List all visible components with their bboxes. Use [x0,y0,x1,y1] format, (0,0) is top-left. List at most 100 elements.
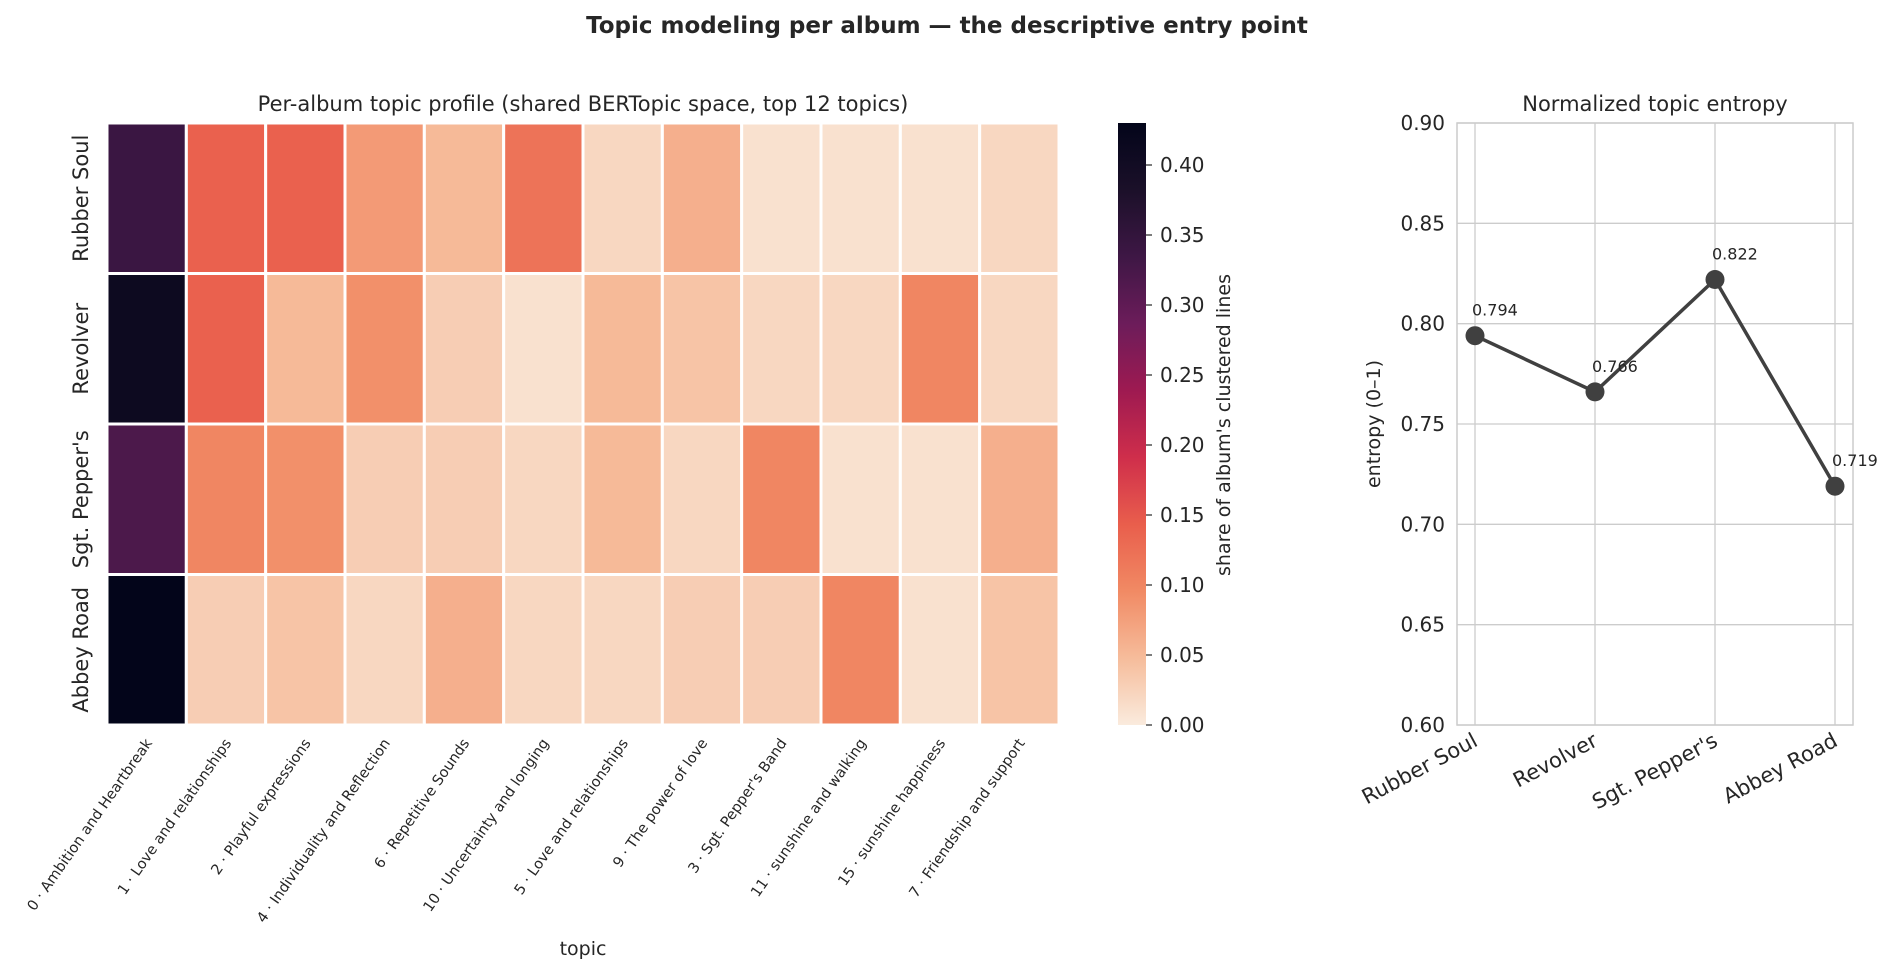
heatmap-cell [898,422,982,576]
heatmap-cell [660,121,744,275]
heatmap-cell [660,573,744,727]
entropy-y-tick-label: 0.60 [1400,713,1445,737]
heatmap-cell [264,573,347,727]
entropy-data-labels: 0.794 0.766 0.822 0.719 [1472,245,1878,471]
heatmap-x-axis-label: topic [560,938,607,960]
colorbar-tick-label: 0.20 [1160,433,1205,457]
entropy-y-axis-label: entropy (0–1) [1363,360,1385,488]
heatmap-cell [898,272,982,426]
heatmap-title: Per-album topic profile (shared BERTopic… [258,92,909,116]
heatmap-cell [978,121,1061,275]
entropy-title: Normalized topic entropy [1522,92,1787,116]
entropy-y-tick-label: 0.90 [1400,111,1445,135]
heatmap-row-label: Rubber Soul [69,135,93,262]
entropy-series-line [1474,276,1837,488]
heatmap-cell [978,422,1061,576]
heatmap-cell [264,422,347,576]
heatmap-row-labels: Rubber Soul Revolver Sgt. Pepper's Abbey Ro… [69,135,93,713]
heatmap-cell [740,422,823,576]
heatmap-cell [819,272,902,426]
heatmap-panel: Per-album topic profile (shared BERTopic… [25,92,1061,960]
heatmap-column-label: 4 · Individuality and Reflection [254,736,394,926]
colorbar-tick-label: 0.25 [1160,363,1205,387]
entropy-data-label: 0.766 [1592,357,1638,376]
heatmap-cell [898,573,982,727]
heatmap-cell [819,573,902,727]
heatmap-cell [502,121,585,275]
entropy-y-tick-label: 0.75 [1400,412,1445,436]
entropy-panel: Normalized topic entropy 0.60 0.65 0.70 0.7… [1358,92,1878,814]
entropy-y-tick-label: 0.80 [1400,312,1445,336]
colorbar-ticks: 0.00 0.05 0.10 0.15 0.20 0.25 0.30 0.35 0.40 [1146,153,1205,737]
heatmap-row-label: Revolver [69,303,93,395]
figure-title: Topic modeling per album — the descripti… [586,13,1308,39]
entropy-y-tick-label: 0.65 [1400,613,1445,637]
entropy-point [1705,270,1725,290]
entropy-point [1585,382,1605,402]
heatmap-cell [422,121,506,275]
heatmap-cell [422,272,506,426]
entropy-data-label: 0.822 [1712,245,1758,264]
heatmap-cell [740,272,823,426]
heatmap-cell [819,121,902,275]
entropy-points [1465,270,1845,496]
entropy-x-tick-label: Sgt. Pepper's [1588,728,1721,814]
heatmap-cell [898,121,982,275]
heatmap-cell [978,272,1061,426]
colorbar-tick-label: 0.05 [1160,643,1205,667]
heatmap-cells [105,121,1061,727]
heatmap-cell [581,422,664,576]
colorbar-gradient [1118,123,1146,725]
heatmap-cell [502,272,585,426]
heatmap-cell [105,573,188,727]
heatmap-cell [422,573,506,727]
heatmap-cell [660,422,744,576]
heatmap-cell [343,121,426,275]
heatmap-cell [502,573,585,727]
entropy-point [1465,326,1485,346]
entropy-x-tick-label: Abbey Road [1719,728,1841,808]
colorbar-tick-label: 0.35 [1160,223,1205,247]
heatmap-cell [264,121,347,275]
heatmap-cell [819,422,902,576]
heatmap-cell [978,573,1061,727]
heatmap-cell [502,422,585,576]
heatmap-cell [105,121,188,275]
entropy-x-tick-label: Revolver [1509,728,1602,792]
entropy-point [1825,476,1845,496]
heatmap-cell [105,272,188,426]
colorbar: 0.00 0.05 0.10 0.15 0.20 0.25 0.30 0.35 0.40 sha… [1118,123,1235,737]
colorbar-label: share of album's clustered lines [1213,274,1235,576]
heatmap-cell [581,272,664,426]
entropy-data-label: 0.719 [1832,451,1878,470]
heatmap-row-label: Sgt. Pepper's [69,430,93,568]
heatmap-column-label: 0 · Ambition and Heartbreak [25,736,157,914]
heatmap-cell [660,272,744,426]
colorbar-tick-label: 0.15 [1160,503,1205,527]
heatmap-cell [184,422,268,576]
entropy-y-ticks: 0.60 0.65 0.70 0.75 0.80 0.85 0.90 [1400,111,1445,737]
entropy-gridlines [1457,122,1853,726]
heatmap-row-label: Abbey Road [69,587,93,713]
heatmap-cell [343,272,426,426]
heatmap-cell [343,573,426,727]
heatmap-cell [264,272,347,426]
entropy-y-tick-label: 0.70 [1400,512,1445,536]
heatmap-cell [343,422,426,576]
heatmap-cell [184,573,268,727]
heatmap-cell [184,272,268,426]
heatmap-cell [105,422,188,576]
colorbar-tick-label: 0.30 [1160,293,1205,317]
entropy-y-tick-label: 0.85 [1400,211,1445,235]
colorbar-tick-label: 0.00 [1160,713,1205,737]
heatmap-cell [422,422,506,576]
heatmap-cell [581,573,664,727]
colorbar-tick-label: 0.10 [1160,573,1205,597]
heatmap-cell [740,573,823,727]
heatmap-cell [740,121,823,275]
entropy-data-label: 0.794 [1472,301,1518,320]
colorbar-tick-label: 0.40 [1160,153,1205,177]
